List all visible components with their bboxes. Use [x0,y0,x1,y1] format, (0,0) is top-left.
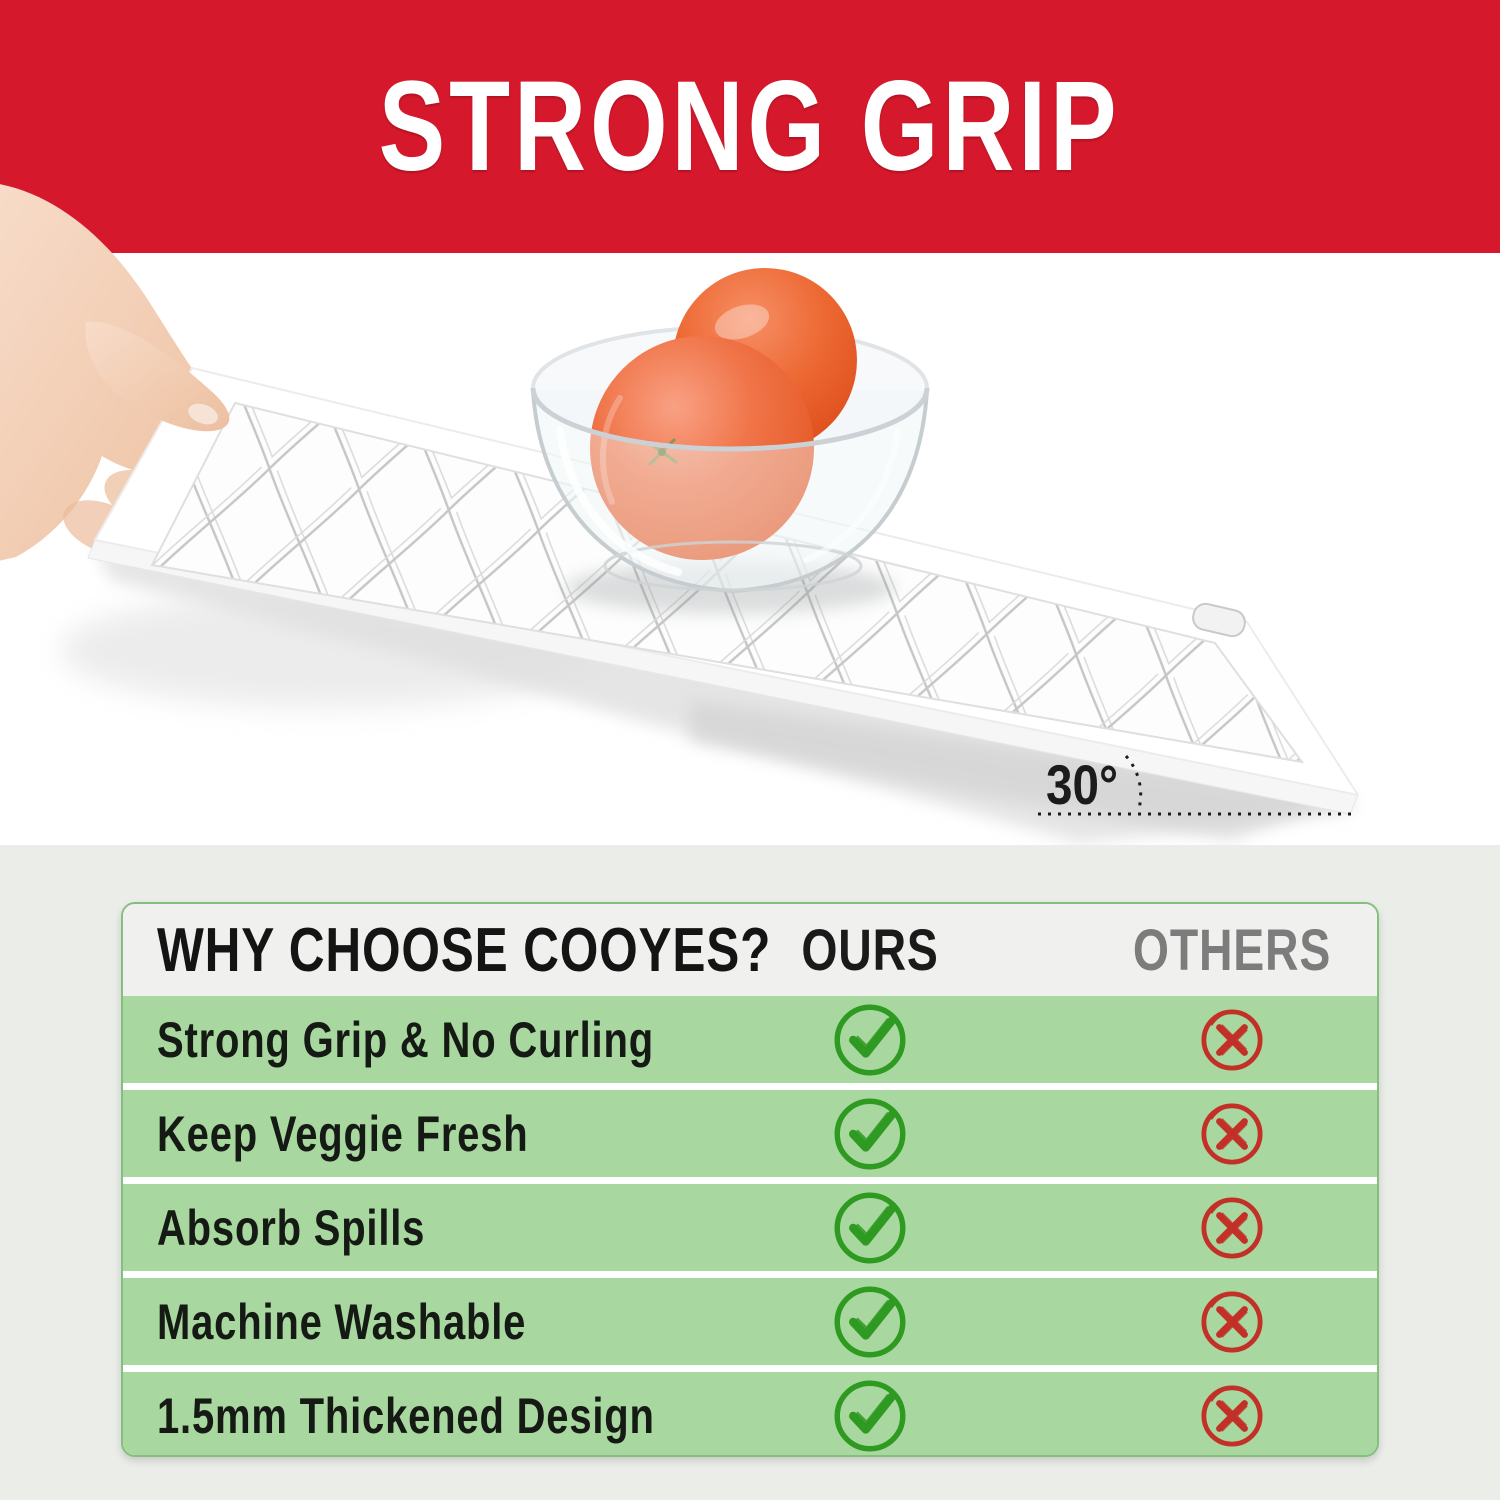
index-finger [85,321,230,432]
table-row: Absorb Spills [123,1184,1377,1271]
cross-icon [1195,1379,1269,1453]
cross-icon [1195,1097,1269,1171]
comparison-section: WHY CHOOSE COOYES? OURS OTHERS Strong Gr… [0,845,1500,1500]
check-icon [828,1374,912,1458]
row-label: Keep Veggie Fresh [157,1105,529,1162]
row-label: Machine Washable [157,1293,527,1350]
comparison-table: WHY CHOOSE COOYES? OURS OTHERS Strong Gr… [121,902,1379,1457]
cross-icon [1195,1285,1269,1359]
cross-icon [1195,1191,1269,1265]
table-row: Strong Grip & No Curling [123,996,1377,1083]
cross-icon [1195,1003,1269,1077]
product-photo: 30° [0,184,1359,843]
bowl-glass-front [530,387,930,594]
row-label: Absorb Spills [157,1199,426,1256]
liner-corner-slot [1192,602,1246,638]
scene-illustration [0,184,1359,843]
check-icon [828,1280,912,1364]
header-others: OTHERS [1132,917,1332,983]
header-question: WHY CHOOSE COOYES? [157,915,772,985]
angle-label: 30° [1046,753,1118,816]
table-row: 1.5mm Thickened Design [123,1372,1377,1458]
check-icon [828,1092,912,1176]
table-row: Machine Washable [123,1278,1377,1365]
table-row: Keep Veggie Fresh [123,1090,1377,1177]
banner-title: STRONG GRIP [379,55,1121,198]
angle-dotted-line [1038,755,1352,816]
row-label: 1.5mm Thickened Design [157,1387,655,1444]
check-icon [828,1186,912,1270]
banner: STRONG GRIP [0,0,1500,253]
table-header: WHY CHOOSE COOYES? OURS OTHERS [123,904,1377,996]
header-ours: OURS [801,917,939,983]
row-label: Strong Grip & No Curling [157,1011,654,1068]
check-icon [828,998,912,1082]
index-finger-nail [187,402,219,426]
